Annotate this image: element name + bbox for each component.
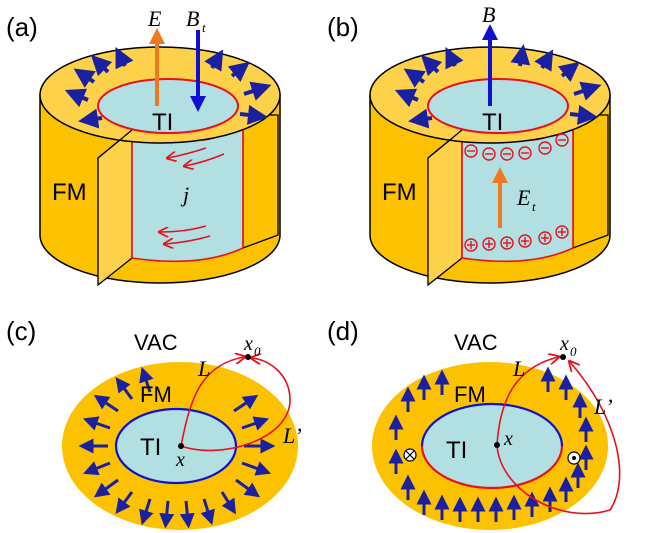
point-x xyxy=(178,443,184,449)
fm-cut-right-face xyxy=(242,114,279,249)
ti-label: TI xyxy=(446,437,467,464)
path-L-prime xyxy=(180,358,291,452)
magnetization-arrows xyxy=(388,366,594,522)
label-B-sub: t xyxy=(202,20,206,35)
label-x0: x xyxy=(243,333,253,355)
magnetization-arrows xyxy=(394,44,602,129)
path-L xyxy=(496,357,558,446)
panel-d: (d) VAC xyxy=(327,316,621,530)
panel-c: (c) VAC FM TI xyxy=(6,316,302,530)
label-L: L xyxy=(197,356,210,381)
ti-region xyxy=(114,407,238,485)
label-x: x xyxy=(503,428,513,450)
vac-label: VAC xyxy=(134,330,178,355)
fm-cut-right-face xyxy=(572,114,609,249)
label-E-sub: t xyxy=(532,199,536,214)
out-of-page-symbol xyxy=(567,451,581,465)
label-x0: x xyxy=(559,333,569,355)
label-L-prime: L’ xyxy=(282,423,302,448)
ti-region xyxy=(422,404,562,488)
fm-label: FM xyxy=(454,382,486,407)
point-x0 xyxy=(245,354,251,360)
ti-boundary-top xyxy=(420,402,564,447)
vac-label: VAC xyxy=(454,330,498,355)
fm-label: FM xyxy=(140,382,172,407)
panel-d-label: (d) xyxy=(327,316,359,346)
label-x0-sub: 0 xyxy=(254,344,261,359)
positive-charges xyxy=(464,225,569,252)
panel-a-label: (a) xyxy=(6,12,38,42)
point-x0 xyxy=(560,354,566,360)
path-L-prime xyxy=(496,362,621,515)
ti-top-face xyxy=(427,78,569,134)
magnetization-arrows xyxy=(78,366,276,529)
current-label: j xyxy=(180,182,189,207)
point-x xyxy=(494,442,500,448)
ti-label: TI xyxy=(482,109,503,136)
path-L xyxy=(180,357,244,447)
magnetization-arrows xyxy=(64,47,272,129)
ti-label: TI xyxy=(140,434,161,461)
label-E: E xyxy=(147,6,162,31)
fm-label: FM xyxy=(52,179,87,206)
ti-top-face xyxy=(97,78,239,134)
ti-label: TI xyxy=(152,109,173,136)
surface-current-arrows xyxy=(160,147,225,244)
fm-label: FM xyxy=(382,179,417,206)
negative-charges xyxy=(464,133,569,161)
label-L-prime: L’ xyxy=(593,394,613,419)
label-L: L xyxy=(512,356,525,381)
label-B: B xyxy=(482,2,495,27)
panel-b-label: (b) xyxy=(327,12,359,42)
ti-boundary-bottom xyxy=(420,445,564,490)
label-B: B xyxy=(186,6,199,31)
label-E: E xyxy=(516,185,531,210)
panel-c-label: (c) xyxy=(6,316,36,346)
into-page-symbol xyxy=(403,448,417,462)
panel-b: (b) B TI FM xyxy=(327,2,611,287)
label-x: x xyxy=(175,449,185,471)
label-x0-sub: 0 xyxy=(570,344,577,359)
panel-a: (a) E B t TI FM xyxy=(6,6,281,287)
